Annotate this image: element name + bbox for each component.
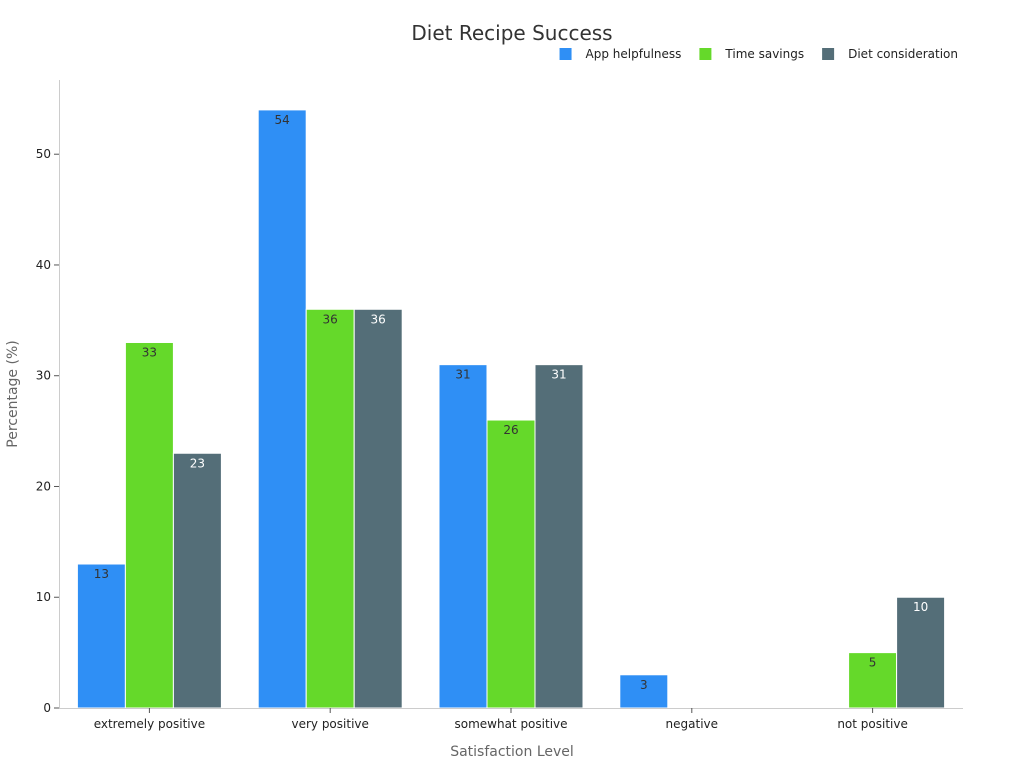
data-label-time-savings-somewhat-positive: 26 — [503, 423, 518, 437]
bar-app-helpfulness-negative — [619, 674, 669, 709]
legend-label: App helpfulness — [586, 47, 682, 61]
legend-item-app-helpfulness: App helpfulness — [559, 47, 682, 61]
y-tick-label: 50 — [36, 147, 51, 161]
legend-item-time-savings: Time savings — [699, 47, 804, 61]
y-tick-label: 40 — [36, 258, 51, 272]
data-labels: 13 33 23 54 36 36 31 26 31 3 5 10 — [94, 113, 928, 692]
bars — [76, 109, 946, 709]
x-tick-label: extremely positive — [94, 717, 205, 731]
y-tick-label: 30 — [36, 369, 51, 383]
data-label-time-savings-not-positive: 5 — [869, 656, 877, 670]
data-label-diet-consideration-extremely-positive: 23 — [190, 456, 205, 470]
y-axis-title: Percentage (%) — [5, 340, 21, 447]
data-label-time-savings-extremely-positive: 33 — [142, 345, 157, 359]
x-tick-label: somewhat positive — [454, 717, 567, 731]
bar-diet-consideration-not-positive — [896, 596, 946, 709]
legend-label: Diet consideration — [848, 47, 958, 61]
legend: App helpfulness Time savings Diet consider… — [559, 47, 958, 61]
x-axis-ticks: extremely positive very positive somewhat … — [94, 708, 908, 731]
data-label-diet-consideration-not-positive: 10 — [913, 600, 928, 614]
legend-swatch — [822, 48, 835, 60]
bar-time-savings-very-positive — [305, 308, 355, 709]
data-label-app-helpfulness-somewhat-positive: 31 — [455, 368, 470, 382]
y-tick-label: 10 — [36, 590, 51, 604]
x-tick-label: negative — [666, 717, 718, 731]
legend-swatch — [699, 48, 712, 60]
bar-time-savings-not-positive — [848, 652, 898, 709]
chart-title: Diet Recipe Success — [411, 21, 612, 45]
y-axis-ticks: 0 10 20 30 40 50 — [36, 147, 59, 715]
data-label-diet-consideration-somewhat-positive: 31 — [551, 368, 566, 382]
data-label-app-helpfulness-very-positive: 54 — [275, 113, 290, 127]
y-tick-label: 20 — [36, 479, 51, 493]
bar-app-helpfulness-very-positive — [257, 109, 307, 709]
bar-app-helpfulness-extremely-positive — [76, 563, 126, 709]
data-label-app-helpfulness-extremely-positive: 13 — [94, 567, 109, 581]
data-label-app-helpfulness-negative: 3 — [640, 678, 648, 692]
bar-diet-consideration-somewhat-positive — [534, 364, 584, 709]
legend-swatch — [559, 48, 572, 60]
x-axis-title: Satisfaction Level — [450, 744, 574, 760]
bar-diet-consideration-extremely-positive — [172, 452, 222, 709]
bar-app-helpfulness-somewhat-positive — [438, 364, 488, 709]
y-tick-label: 0 — [43, 701, 51, 715]
bar-time-savings-extremely-positive — [124, 341, 174, 709]
data-label-diet-consideration-very-positive: 36 — [371, 312, 386, 326]
x-tick-label: not positive — [837, 717, 908, 731]
bar-diet-consideration-very-positive — [353, 308, 403, 709]
bar-time-savings-somewhat-positive — [486, 419, 536, 709]
legend-item-diet-consideration: Diet consideration — [822, 47, 958, 61]
x-tick-label: very positive — [291, 717, 368, 731]
legend-label: Time savings — [724, 47, 804, 61]
data-label-time-savings-very-positive: 36 — [323, 312, 338, 326]
